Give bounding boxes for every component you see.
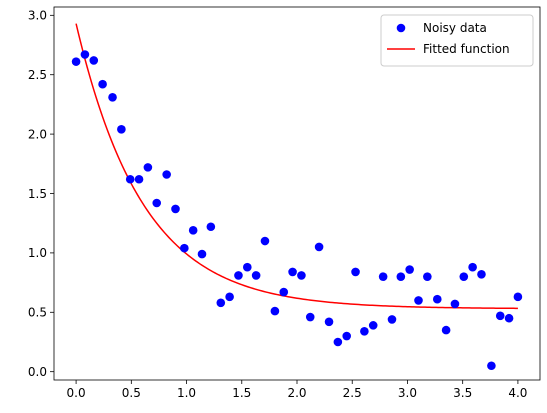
data-point bbox=[279, 287, 289, 297]
legend-label-noisy-data: Noisy data bbox=[423, 21, 487, 35]
data-point bbox=[108, 92, 117, 102]
data-point bbox=[171, 204, 180, 214]
y-tick-label: 3.0 bbox=[28, 9, 47, 23]
data-point bbox=[162, 170, 171, 179]
legend-box bbox=[380, 14, 534, 67]
plot-area bbox=[54, 7, 540, 380]
data-point bbox=[305, 312, 315, 322]
data-point bbox=[134, 174, 144, 184]
y-tick-label: 2.0 bbox=[28, 127, 47, 141]
data-point bbox=[297, 271, 306, 280]
data-point bbox=[324, 317, 334, 327]
y-axis: 0.0 0.5 1.0 1.5 2.0 2.5 3.0 bbox=[28, 9, 54, 379]
data-point bbox=[414, 296, 423, 305]
y-tick-label: 0.5 bbox=[28, 306, 47, 320]
x-tick-label: 1.0 bbox=[177, 386, 196, 400]
data-points-layer bbox=[71, 50, 523, 371]
data-point bbox=[333, 337, 343, 347]
legend: Noisy data Fitted function bbox=[380, 14, 534, 67]
data-point bbox=[188, 226, 198, 235]
fitted-curve-layer bbox=[75, 23, 518, 310]
y-tick-label: 2.5 bbox=[28, 68, 47, 82]
fitted-function-line bbox=[75, 23, 518, 310]
data-point bbox=[197, 249, 207, 259]
data-point bbox=[152, 198, 162, 208]
data-point bbox=[396, 272, 406, 281]
data-point bbox=[314, 242, 324, 252]
x-tick-label: 3.5 bbox=[453, 386, 472, 400]
y-tick-label: 0.0 bbox=[28, 365, 47, 379]
data-point bbox=[80, 50, 90, 59]
x-tick-label: 0.5 bbox=[122, 386, 141, 400]
data-point bbox=[206, 222, 216, 232]
data-point bbox=[423, 272, 432, 281]
x-tick-label: 1.5 bbox=[232, 386, 251, 400]
data-point bbox=[125, 174, 135, 184]
x-tick-label: 2.5 bbox=[343, 386, 362, 400]
data-point bbox=[360, 327, 369, 336]
data-point bbox=[288, 267, 297, 277]
x-tick-label: 0.0 bbox=[67, 386, 86, 400]
data-point bbox=[378, 272, 388, 281]
data-point bbox=[405, 265, 414, 274]
x-axis: 0.0 0.5 1.0 1.5 2.0 2.5 3.0 3.5 4.0 bbox=[67, 380, 527, 400]
data-point bbox=[342, 331, 352, 341]
data-point bbox=[180, 243, 189, 253]
y-tick-label: 1.0 bbox=[28, 246, 47, 260]
x-tick-label: 4.0 bbox=[508, 386, 527, 400]
x-tick-label: 3.0 bbox=[398, 386, 417, 400]
data-point bbox=[234, 271, 243, 280]
data-point bbox=[98, 79, 107, 89]
data-point bbox=[243, 262, 252, 272]
data-point bbox=[477, 269, 486, 279]
data-point bbox=[441, 325, 451, 335]
data-point bbox=[495, 311, 505, 321]
data-point bbox=[251, 271, 261, 280]
data-point bbox=[260, 236, 270, 246]
legend-label-fitted-function: Fitted function bbox=[423, 42, 510, 56]
data-point bbox=[117, 125, 126, 134]
data-point bbox=[513, 292, 523, 302]
data-point bbox=[216, 298, 226, 308]
y-tick-label: 1.5 bbox=[28, 187, 47, 201]
data-point bbox=[432, 294, 442, 304]
data-point bbox=[459, 272, 469, 281]
data-point bbox=[504, 313, 514, 323]
data-point bbox=[225, 292, 234, 302]
legend-marker-noisy-data bbox=[396, 23, 406, 33]
data-point bbox=[450, 299, 460, 309]
data-point bbox=[143, 163, 153, 172]
data-point bbox=[468, 262, 477, 272]
data-point bbox=[368, 321, 378, 330]
data-point bbox=[487, 361, 496, 371]
data-point bbox=[270, 306, 280, 316]
data-point bbox=[387, 315, 397, 324]
data-point bbox=[89, 56, 99, 65]
data-point bbox=[351, 267, 360, 277]
x-tick-label: 2.0 bbox=[287, 386, 306, 400]
data-point bbox=[71, 57, 81, 66]
